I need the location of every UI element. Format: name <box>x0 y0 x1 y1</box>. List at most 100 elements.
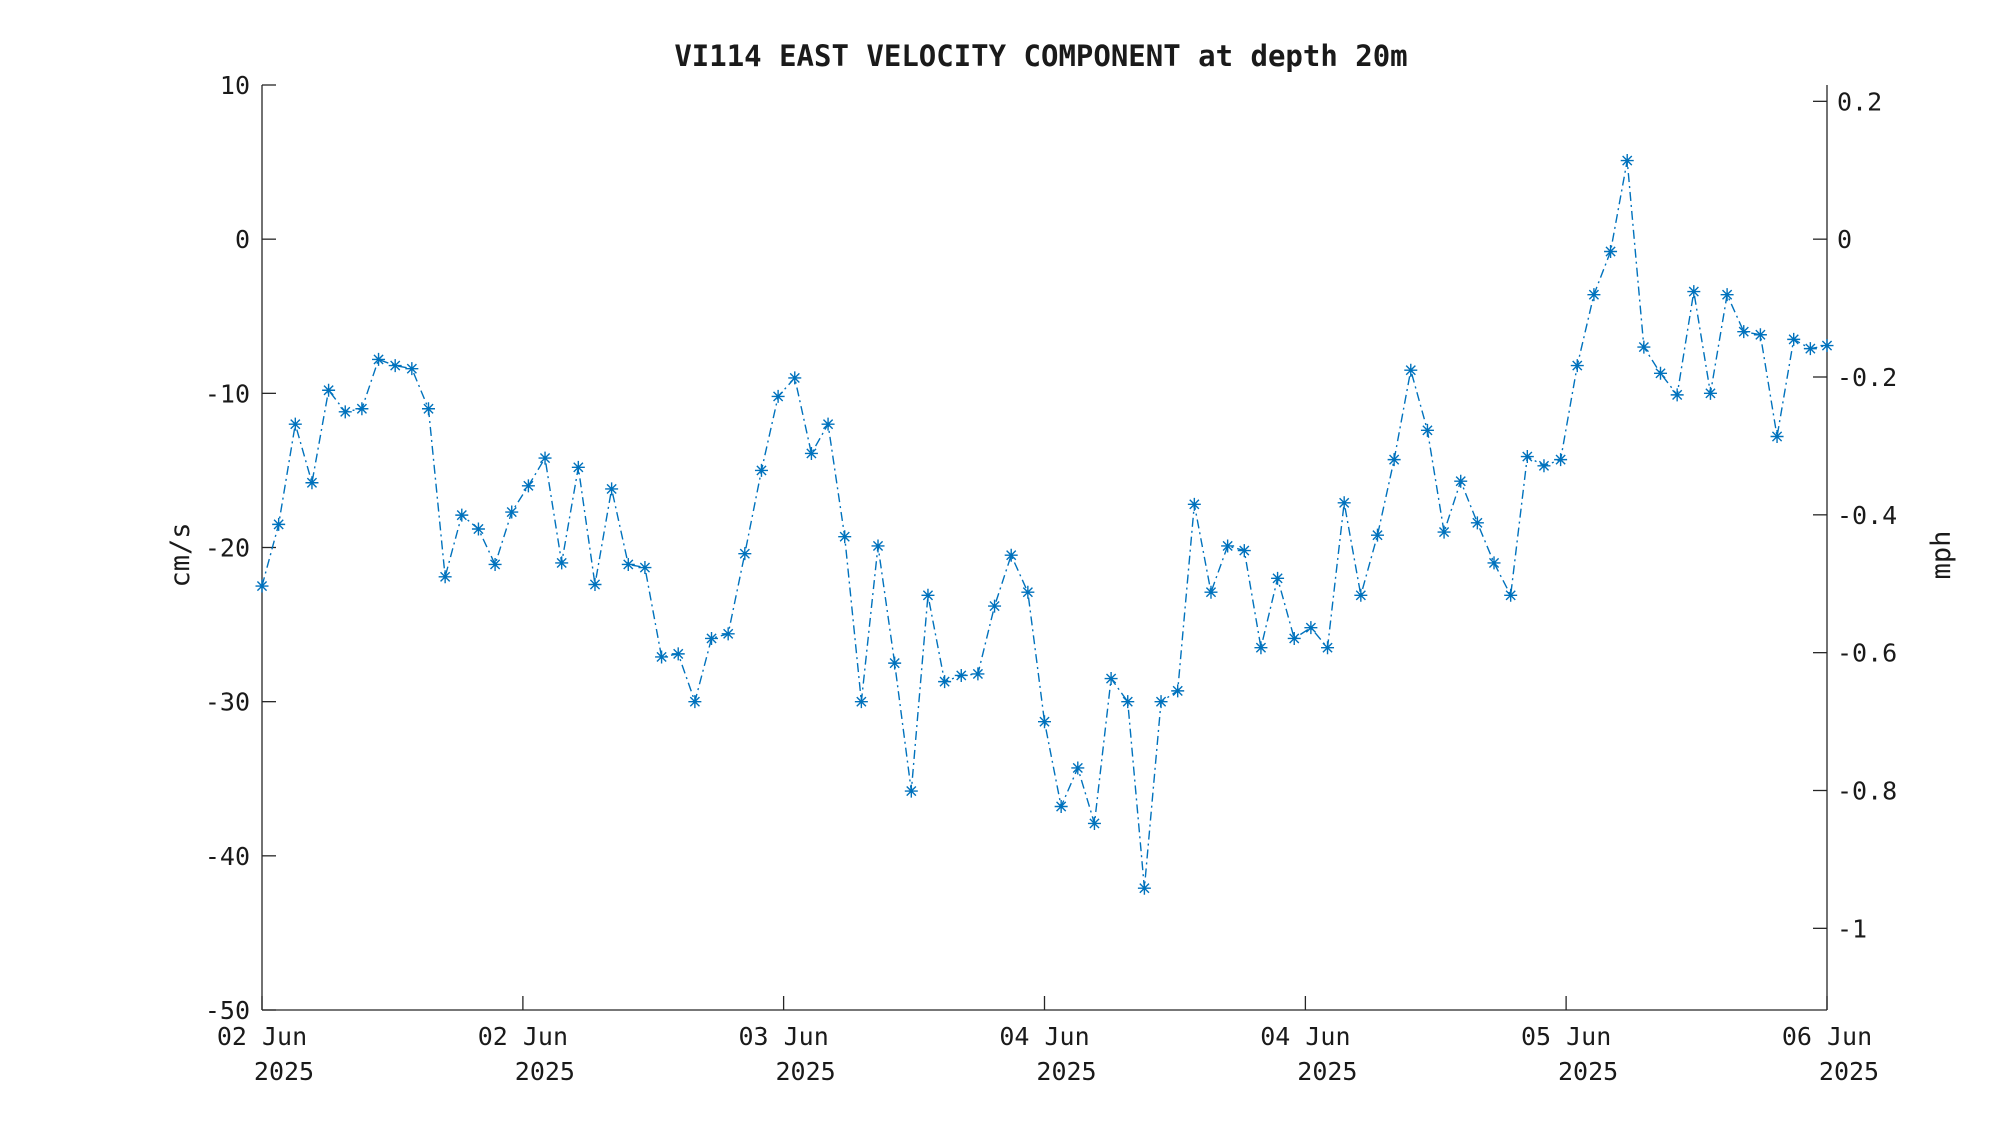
asterisk-marker-icon <box>655 650 669 664</box>
data-point <box>1071 761 1085 775</box>
data-point <box>1004 548 1018 562</box>
data-point <box>1670 388 1684 402</box>
asterisk-marker-icon <box>1554 453 1568 467</box>
data-point <box>804 446 818 460</box>
asterisk-marker-icon <box>671 647 685 661</box>
data-point <box>638 561 652 575</box>
asterisk-marker-icon <box>305 476 319 490</box>
data-point <box>954 668 968 682</box>
data-point <box>1570 359 1584 373</box>
data-point <box>904 784 918 798</box>
asterisk-marker-icon <box>1437 525 1451 539</box>
data-point <box>721 627 735 641</box>
asterisk-marker-icon <box>721 627 735 641</box>
data-point <box>854 695 868 709</box>
y2-tick-label: -0.8 <box>1837 777 1897 806</box>
asterisk-marker-icon <box>1271 571 1285 585</box>
asterisk-marker-icon <box>921 588 935 602</box>
data-point <box>372 352 386 366</box>
x-tick-label-date: 06 Jun <box>1782 1022 1872 1051</box>
asterisk-marker-icon <box>1087 816 1101 830</box>
asterisk-marker-icon <box>804 446 818 460</box>
data-series <box>255 154 1834 895</box>
asterisk-marker-icon <box>1287 631 1301 645</box>
series-line <box>261 160 1828 889</box>
y2-tick-label: -1 <box>1837 914 1867 943</box>
asterisk-marker-icon <box>1454 474 1468 488</box>
data-point <box>1387 453 1401 467</box>
asterisk-marker-icon <box>388 359 402 373</box>
data-point <box>1337 496 1351 510</box>
asterisk-marker-icon <box>1137 881 1151 895</box>
asterisk-marker-icon <box>1321 641 1335 655</box>
asterisk-marker-icon <box>1304 621 1318 635</box>
data-point <box>1221 539 1235 553</box>
asterisk-marker-icon <box>571 460 585 474</box>
data-point <box>1737 325 1751 339</box>
data-point <box>1254 641 1268 655</box>
data-point <box>1470 516 1484 530</box>
asterisk-marker-icon <box>1537 459 1551 473</box>
asterisk-marker-icon <box>705 631 719 645</box>
data-point <box>1803 342 1817 356</box>
asterisk-marker-icon <box>988 599 1002 613</box>
asterisk-marker-icon <box>338 405 352 419</box>
y2-tick-label: -0.4 <box>1837 501 1897 530</box>
x-tick-label-date: 03 Jun <box>738 1022 828 1051</box>
x-tick-label-date: 05 Jun <box>1521 1022 1611 1051</box>
asterisk-marker-icon <box>1104 672 1118 686</box>
data-point <box>1554 453 1568 467</box>
data-point <box>871 539 885 553</box>
asterisk-marker-icon <box>888 656 902 670</box>
y-tick-label: -10 <box>205 379 250 408</box>
x-tick-label-year: 2025 <box>1297 1057 1357 1086</box>
data-point <box>821 417 835 431</box>
asterisk-marker-icon <box>1221 539 1235 553</box>
data-point <box>1620 154 1634 168</box>
data-point <box>605 482 619 496</box>
asterisk-marker-icon <box>588 578 602 591</box>
data-point <box>405 362 419 376</box>
asterisk-marker-icon <box>471 522 485 536</box>
asterisk-marker-icon <box>1470 516 1484 530</box>
data-point <box>1587 288 1601 302</box>
asterisk-marker-icon <box>1803 342 1817 356</box>
data-point <box>1237 544 1251 558</box>
data-point <box>971 667 985 681</box>
data-point <box>255 579 269 593</box>
data-point <box>1370 528 1384 542</box>
x-tick-label-date: 02 Jun <box>217 1022 307 1051</box>
asterisk-marker-icon <box>272 517 286 531</box>
data-point <box>538 451 552 465</box>
y-tick-label: -30 <box>205 688 250 717</box>
asterisk-marker-icon <box>1187 497 1201 511</box>
asterisk-marker-icon <box>255 579 269 593</box>
data-point <box>1087 816 1101 830</box>
data-point <box>671 647 685 661</box>
data-point <box>705 631 719 645</box>
data-point <box>1038 715 1051 729</box>
x-tick-label-year: 2025 <box>1036 1057 1096 1086</box>
asterisk-marker-icon <box>904 784 918 798</box>
data-point <box>1287 631 1301 645</box>
data-point <box>1504 588 1518 602</box>
data-point <box>388 359 402 373</box>
data-point <box>421 402 435 416</box>
asterisk-marker-icon <box>871 539 885 553</box>
asterisk-marker-icon <box>555 556 569 570</box>
data-point <box>1304 621 1318 635</box>
data-point <box>1204 585 1218 599</box>
asterisk-marker-icon <box>1670 388 1684 402</box>
data-point <box>1021 585 1035 599</box>
data-point <box>621 557 635 571</box>
asterisk-marker-icon <box>1487 556 1501 570</box>
x-tick-label-year: 2025 <box>1558 1057 1618 1086</box>
data-point <box>305 476 319 490</box>
ticks: 10 0 -10 -20 -30 -40 -50 0.2 0 -0.2 -0.4 -0.6 -0.8 -1… <box>205 71 1897 1086</box>
y2-tick-label: 0.2 <box>1837 87 1882 116</box>
asterisk-marker-icon <box>1154 695 1168 709</box>
asterisk-marker-icon <box>621 557 635 571</box>
x-tick-label-date: 04 Jun <box>999 1022 1089 1051</box>
asterisk-marker-icon <box>638 561 652 575</box>
asterisk-marker-icon <box>1637 340 1651 354</box>
